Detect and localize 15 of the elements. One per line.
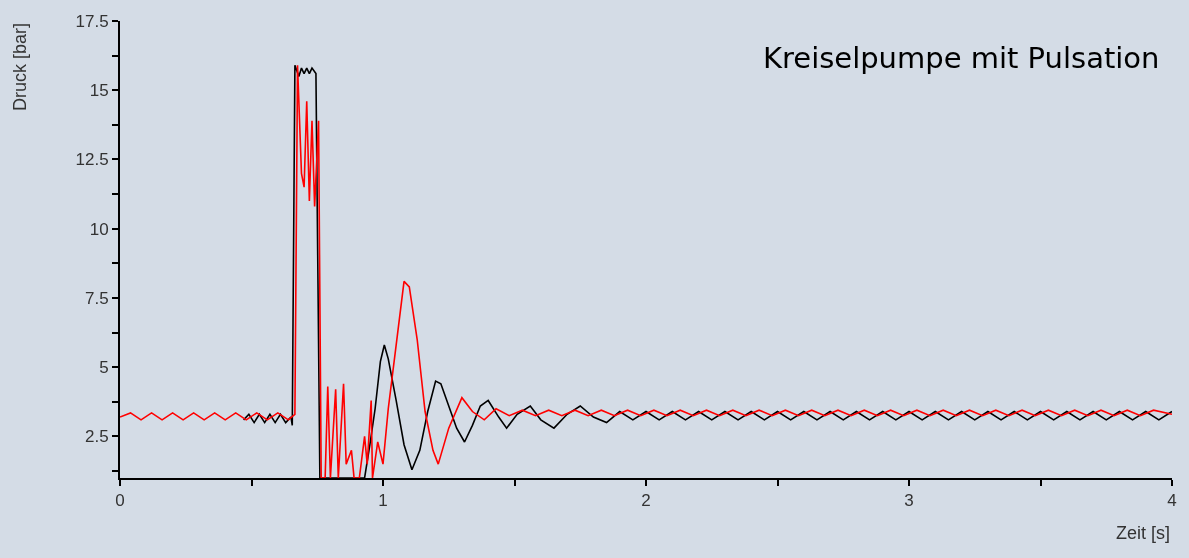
y-tick-label: 2.5 [84,427,109,447]
y-tick-label: 12.5 [75,150,109,170]
y-tick-label: 7.5 [84,288,109,308]
y-tick-label: 15 [89,81,109,101]
y-axis-title: Druck [bar] [10,23,31,112]
x-axis-title: Zeit [s] [1116,523,1171,543]
y-tick-label: 10 [89,219,109,239]
x-tick-label: 3 [904,491,914,511]
x-tick-label: 4 [1167,491,1177,511]
x-tick-label: 2 [641,491,651,511]
x-tick-label: 1 [378,491,388,511]
x-tick-label: 0 [115,491,125,511]
annotation: Kreiselpumpe mit Pulsation [763,41,1160,75]
y-tick-label: 17.5 [75,11,109,31]
y-tick-label: 5 [99,358,109,378]
